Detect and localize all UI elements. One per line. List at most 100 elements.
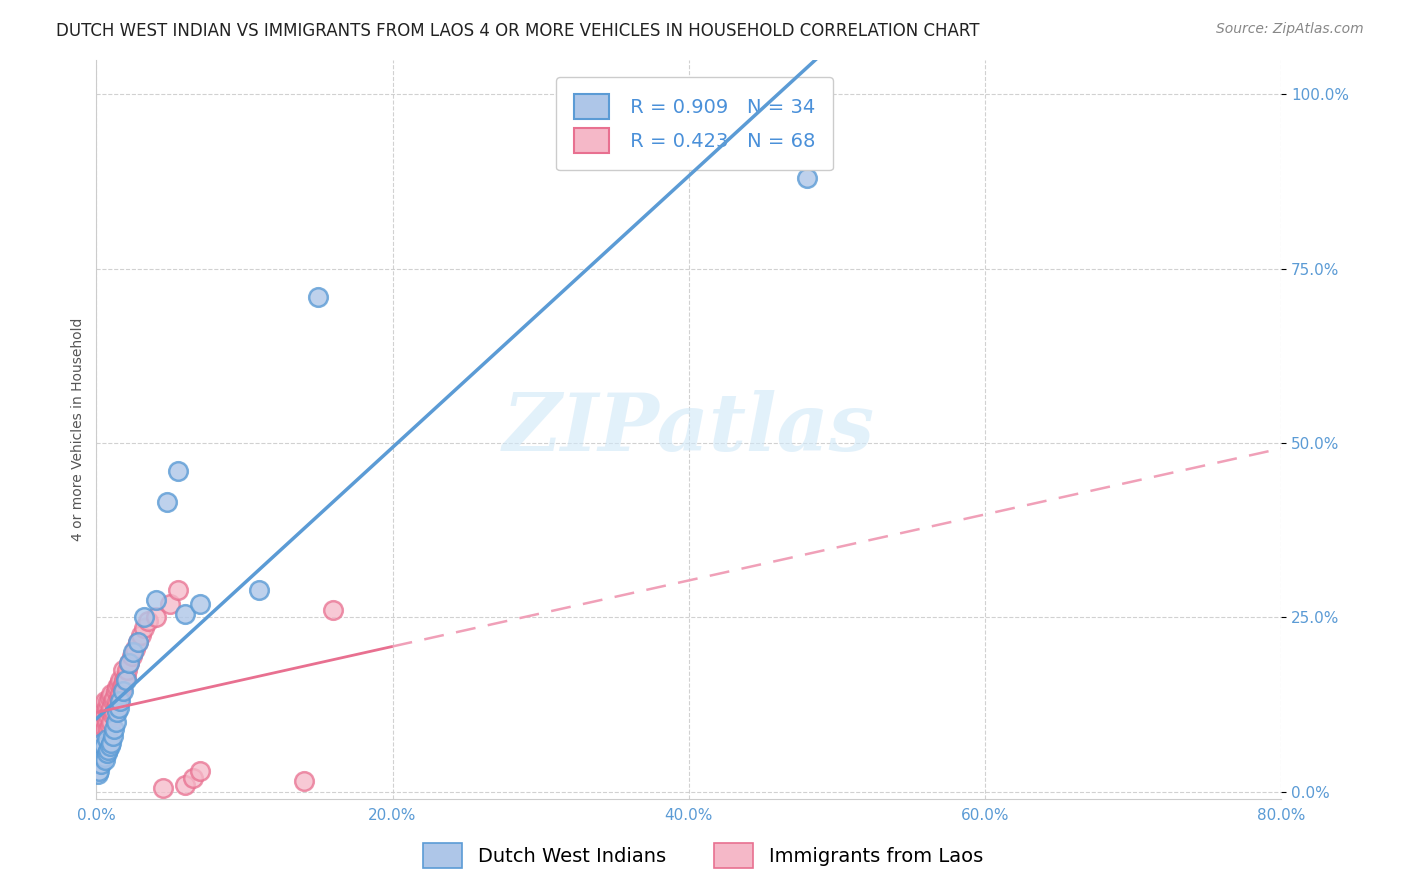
Point bbox=[91, 714, 114, 729]
Point bbox=[101, 694, 124, 708]
Point bbox=[124, 641, 146, 656]
Point bbox=[118, 656, 141, 670]
Point bbox=[136, 614, 159, 628]
Point bbox=[111, 676, 134, 690]
Point bbox=[110, 680, 132, 694]
Point bbox=[87, 767, 110, 781]
Point bbox=[89, 729, 111, 743]
Point bbox=[90, 712, 112, 726]
Point bbox=[93, 705, 115, 719]
Point bbox=[90, 732, 112, 747]
Point bbox=[127, 635, 149, 649]
Point bbox=[89, 739, 111, 754]
Point bbox=[96, 732, 118, 747]
Point bbox=[108, 694, 131, 708]
Point bbox=[93, 725, 115, 739]
Point bbox=[101, 708, 124, 723]
Point bbox=[94, 753, 117, 767]
Point bbox=[107, 690, 129, 705]
Point bbox=[98, 690, 121, 705]
Legend: Dutch West Indians, Immigrants from Laos: Dutch West Indians, Immigrants from Laos bbox=[413, 833, 993, 878]
Point bbox=[87, 736, 110, 750]
Point bbox=[100, 714, 122, 729]
Point bbox=[100, 701, 122, 715]
Point bbox=[93, 750, 115, 764]
Point bbox=[121, 648, 143, 663]
Point bbox=[87, 756, 110, 771]
Point bbox=[97, 694, 120, 708]
Point bbox=[132, 621, 155, 635]
Point bbox=[118, 656, 141, 670]
Point bbox=[111, 663, 134, 677]
Point bbox=[104, 701, 127, 715]
Point bbox=[94, 708, 117, 723]
Text: DUTCH WEST INDIAN VS IMMIGRANTS FROM LAOS 4 OR MORE VEHICLES IN HOUSEHOLD CORREL: DUTCH WEST INDIAN VS IMMIGRANTS FROM LAO… bbox=[56, 22, 980, 40]
Point bbox=[122, 645, 145, 659]
Text: Source: ZipAtlas.com: Source: ZipAtlas.com bbox=[1216, 22, 1364, 37]
Point bbox=[166, 582, 188, 597]
Point bbox=[94, 694, 117, 708]
Point bbox=[322, 603, 344, 617]
Point bbox=[100, 736, 122, 750]
Point bbox=[103, 705, 125, 719]
Point bbox=[145, 610, 167, 624]
Point bbox=[156, 495, 179, 509]
Point bbox=[174, 778, 197, 792]
Point bbox=[96, 701, 118, 715]
Point bbox=[96, 729, 118, 743]
Point bbox=[166, 464, 188, 478]
Point bbox=[96, 747, 118, 761]
Point bbox=[181, 771, 204, 785]
Point bbox=[93, 739, 115, 754]
Y-axis label: 4 or more Vehicles in Household: 4 or more Vehicles in Household bbox=[72, 318, 86, 541]
Point bbox=[93, 714, 115, 729]
Point bbox=[91, 729, 114, 743]
Point bbox=[91, 736, 114, 750]
Point bbox=[91, 743, 114, 757]
Point bbox=[107, 701, 129, 715]
Point bbox=[107, 676, 129, 690]
Point bbox=[90, 722, 112, 736]
Point bbox=[152, 781, 174, 796]
Text: ZIPatlas: ZIPatlas bbox=[503, 391, 875, 468]
Point bbox=[97, 743, 120, 757]
Point bbox=[129, 628, 152, 642]
Point bbox=[111, 683, 134, 698]
Point bbox=[108, 687, 131, 701]
Point bbox=[94, 736, 117, 750]
Point bbox=[97, 708, 120, 723]
Point bbox=[91, 743, 114, 757]
Point bbox=[117, 663, 139, 677]
Point bbox=[98, 705, 121, 719]
Point bbox=[308, 290, 330, 304]
Point bbox=[105, 705, 128, 719]
Point bbox=[101, 729, 124, 743]
Point bbox=[104, 714, 127, 729]
Point bbox=[97, 722, 120, 736]
Point bbox=[89, 718, 111, 732]
Point bbox=[100, 687, 122, 701]
Point bbox=[174, 607, 197, 621]
Point bbox=[105, 680, 128, 694]
Point bbox=[90, 750, 112, 764]
Point bbox=[127, 635, 149, 649]
Point bbox=[103, 722, 125, 736]
Point bbox=[87, 747, 110, 761]
Point bbox=[103, 690, 125, 705]
Point bbox=[115, 670, 138, 684]
Point bbox=[89, 753, 111, 767]
Point bbox=[94, 722, 117, 736]
Point bbox=[104, 683, 127, 698]
Legend:  R = 0.909   N = 34,  R = 0.423   N = 68: R = 0.909 N = 34, R = 0.423 N = 68 bbox=[557, 77, 834, 170]
Point bbox=[98, 718, 121, 732]
Point bbox=[145, 593, 167, 607]
Point bbox=[247, 582, 270, 597]
Point bbox=[115, 673, 138, 688]
Point bbox=[796, 171, 818, 186]
Point bbox=[90, 756, 112, 771]
Point bbox=[188, 597, 211, 611]
Point bbox=[114, 673, 136, 688]
Point bbox=[159, 597, 181, 611]
Point bbox=[108, 673, 131, 688]
Point bbox=[93, 739, 115, 754]
